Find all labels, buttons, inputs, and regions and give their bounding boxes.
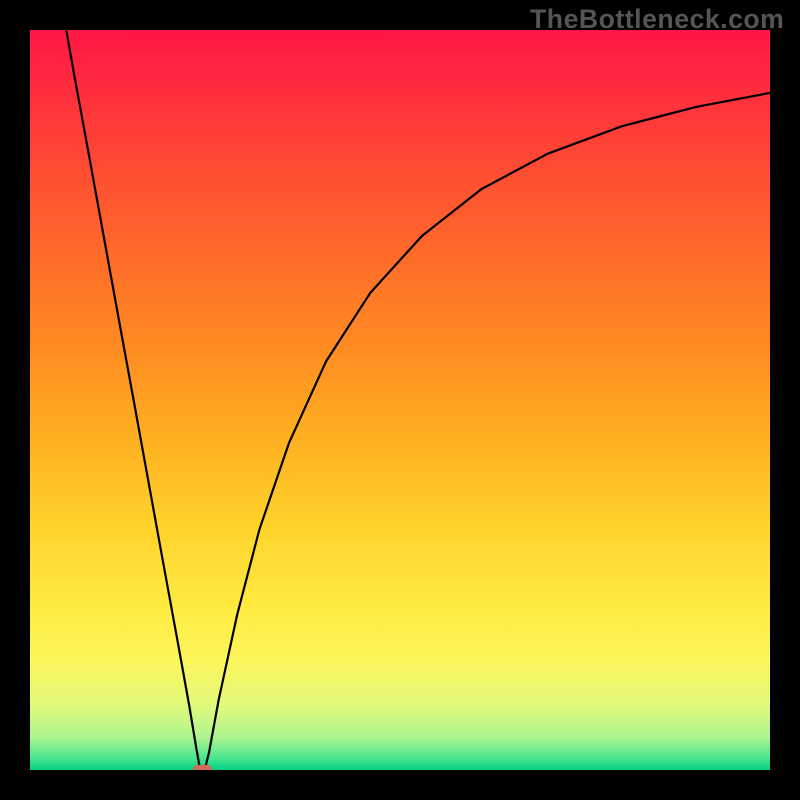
bottleneck-chart xyxy=(30,30,770,770)
watermark-text: TheBottleneck.com xyxy=(530,4,784,35)
gradient-background xyxy=(30,30,770,770)
optimum-marker xyxy=(193,765,212,770)
